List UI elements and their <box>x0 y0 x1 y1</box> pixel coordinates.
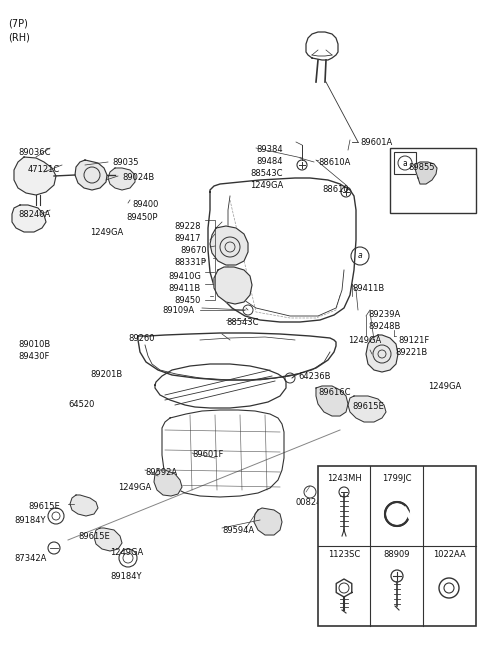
Text: 89260: 89260 <box>128 334 155 343</box>
Text: 89410G: 89410G <box>168 272 201 281</box>
Text: 89036C: 89036C <box>18 148 50 157</box>
Text: 89594A: 89594A <box>222 526 254 535</box>
Text: 89121F: 89121F <box>398 336 429 345</box>
Text: 1123SC: 1123SC <box>328 550 360 559</box>
Text: (RH): (RH) <box>8 32 30 42</box>
Text: 89592A: 89592A <box>145 468 177 477</box>
Text: 1799JC: 1799JC <box>382 474 412 483</box>
Text: 88543C: 88543C <box>226 318 259 327</box>
Text: 89248B: 89248B <box>368 322 400 331</box>
Bar <box>318 466 476 626</box>
Text: 89201B: 89201B <box>90 370 122 379</box>
Text: 00824: 00824 <box>296 498 323 507</box>
Polygon shape <box>94 528 122 551</box>
Text: 89221B: 89221B <box>395 348 427 357</box>
Polygon shape <box>12 205 46 232</box>
Text: 89411B: 89411B <box>352 284 384 293</box>
Bar <box>390 148 476 213</box>
Text: 89601A: 89601A <box>360 138 392 147</box>
Text: 1022AA: 1022AA <box>432 550 466 559</box>
Polygon shape <box>254 508 282 535</box>
Text: 89400: 89400 <box>132 200 158 209</box>
Text: 1249GA: 1249GA <box>90 228 123 237</box>
Text: 64520: 64520 <box>68 400 95 409</box>
Text: 89601F: 89601F <box>192 450 223 459</box>
Text: 89417: 89417 <box>174 234 201 243</box>
Text: 89228: 89228 <box>174 222 201 231</box>
Polygon shape <box>108 168 135 190</box>
Text: 89615E: 89615E <box>352 402 384 411</box>
Text: 64236B: 64236B <box>298 372 331 381</box>
Polygon shape <box>154 470 182 496</box>
Polygon shape <box>348 396 386 422</box>
Text: 89184Y: 89184Y <box>14 516 46 525</box>
Text: 1249GA: 1249GA <box>250 181 283 190</box>
Polygon shape <box>214 267 252 304</box>
Text: 89450: 89450 <box>174 296 200 305</box>
Polygon shape <box>210 226 248 265</box>
Text: 87342A: 87342A <box>14 554 47 563</box>
Polygon shape <box>366 335 398 372</box>
Text: 89109A: 89109A <box>162 306 194 315</box>
Text: 88240A: 88240A <box>18 210 50 219</box>
Text: (7P): (7P) <box>8 18 28 28</box>
Text: 1249GA: 1249GA <box>110 548 143 557</box>
Text: 89855: 89855 <box>408 163 434 172</box>
Text: 88543C: 88543C <box>250 169 283 178</box>
Text: 89430F: 89430F <box>18 352 49 361</box>
Text: 47121C: 47121C <box>28 165 60 174</box>
Polygon shape <box>75 160 107 190</box>
Text: 89450P: 89450P <box>126 213 157 222</box>
Text: a: a <box>358 251 362 260</box>
Text: 89239A: 89239A <box>368 310 400 319</box>
Text: 88610: 88610 <box>322 185 348 194</box>
Text: a: a <box>403 159 408 167</box>
Polygon shape <box>415 162 437 184</box>
Text: 89184Y: 89184Y <box>110 572 142 581</box>
Text: 1249GA: 1249GA <box>348 336 381 345</box>
Text: 1249GA: 1249GA <box>118 483 151 492</box>
Text: 89615E: 89615E <box>28 502 60 511</box>
Text: 89010B: 89010B <box>18 340 50 349</box>
Text: 88610A: 88610A <box>318 158 350 167</box>
Text: 89411B: 89411B <box>168 284 200 293</box>
Text: 89024B: 89024B <box>122 173 154 182</box>
Bar <box>394 152 416 174</box>
Polygon shape <box>14 157 56 195</box>
Text: 1249GA: 1249GA <box>428 382 461 391</box>
Text: 89484: 89484 <box>256 157 283 166</box>
Text: 1243MH: 1243MH <box>326 474 361 483</box>
Text: 88909: 88909 <box>384 550 410 559</box>
Text: 88331P: 88331P <box>174 258 206 267</box>
Text: 89035: 89035 <box>112 158 139 167</box>
Text: 89616C: 89616C <box>318 388 350 397</box>
Text: 89384: 89384 <box>256 145 283 154</box>
Polygon shape <box>316 386 348 416</box>
Text: 89670: 89670 <box>180 246 206 255</box>
Text: 89615E: 89615E <box>78 532 110 541</box>
Polygon shape <box>70 495 98 516</box>
